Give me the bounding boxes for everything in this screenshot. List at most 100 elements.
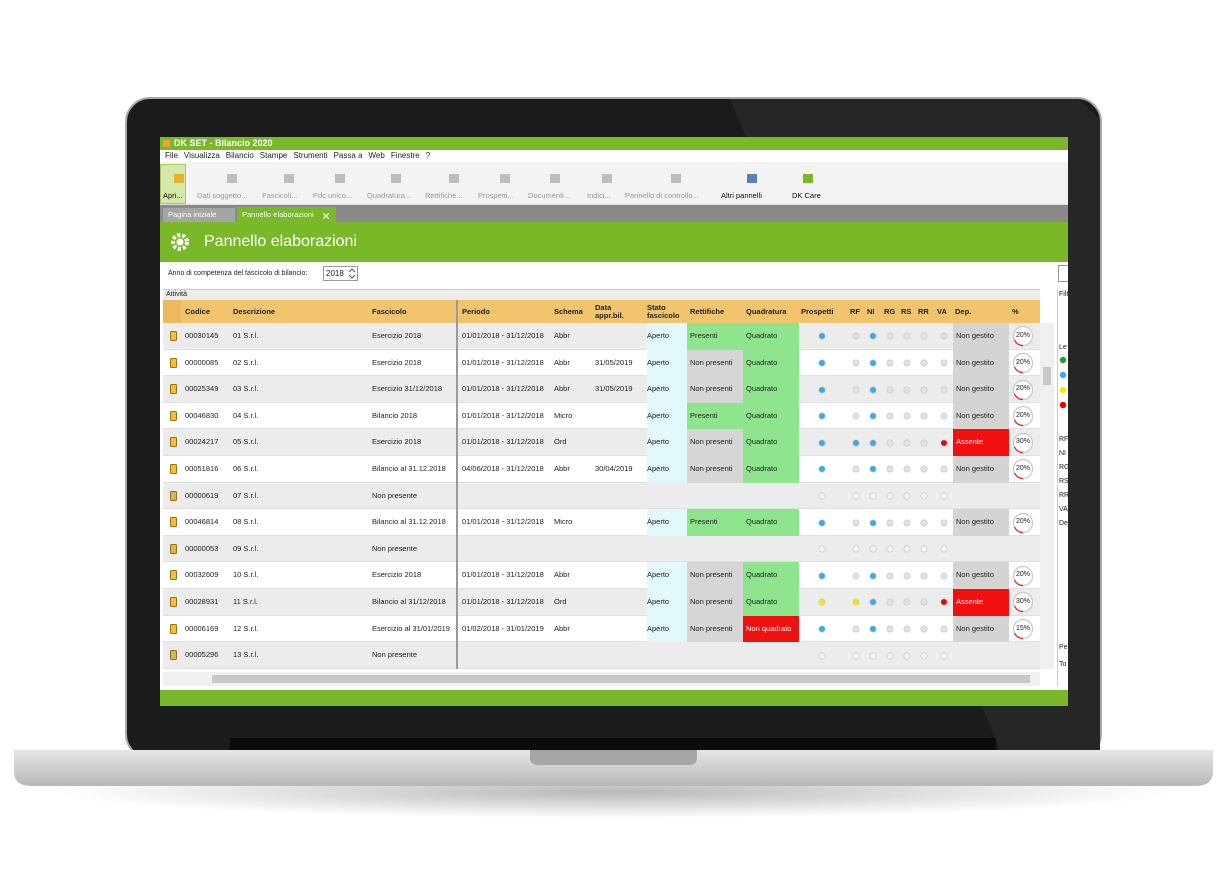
status-dot: [818, 572, 826, 580]
column-header: Dep.: [955, 306, 972, 316]
v-scrollbar[interactable]: [1040, 323, 1054, 669]
table-row: [163, 349, 1040, 377]
status-dot: [886, 385, 894, 394]
menu-item[interactable]: ?: [425, 151, 431, 160]
toolbar-button[interactable]: Pannello di controllo...: [625, 191, 699, 200]
status-dot-svg: [852, 359, 860, 367]
cell-rettifiche: Non presenti: [687, 349, 743, 377]
status-dot-svg: [818, 492, 826, 500]
menu-item[interactable]: Passa a: [333, 151, 363, 160]
menu-item[interactable]: Finestre: [390, 151, 420, 160]
column-header: VA: [937, 306, 947, 316]
status-cell: [647, 402, 687, 430]
status-dot: [852, 385, 860, 394]
column-header: RF: [850, 306, 860, 316]
row-icon: [170, 623, 177, 634]
status-dot: [818, 518, 826, 527]
menu-item[interactable]: File: [165, 151, 178, 160]
column-header: Quadratura: [746, 306, 787, 316]
menu-item[interactable]: Stampe: [259, 151, 288, 160]
cell-fascicolo: Bilancio al 31.12.2018: [372, 464, 446, 473]
status-dot-svg: [920, 492, 928, 500]
status-dot-svg: [920, 651, 928, 660]
toolbar-button[interactable]: Fascicoli...: [262, 191, 298, 200]
percent: 30%: [1015, 598, 1030, 605]
status-dot: [940, 412, 948, 420]
side-code: RG: [1059, 464, 1068, 471]
toolbar-button[interactable]: Altri pannelli: [721, 191, 762, 200]
toolbar-button[interactable]: Prospetti...: [478, 191, 514, 200]
toolbar-icon: [499, 172, 511, 184]
column-header: %: [1012, 306, 1019, 316]
v-thumb: [1043, 367, 1051, 385]
status-cell: [647, 589, 687, 616]
cell-rettifiche: Non presenti: [687, 615, 743, 643]
row-icon-svg: [170, 543, 177, 554]
side-code: RS: [1059, 478, 1068, 485]
status-dot: [903, 359, 911, 367]
toolbar-button[interactable]: Quadratura...: [367, 191, 412, 200]
menu-item[interactable]: Visualizza: [183, 151, 220, 160]
status-dot: [940, 332, 948, 340]
toolbar-icon-svg: [671, 174, 682, 183]
cell-periodo: 01/01/2018 - 31/12/2018: [462, 357, 544, 367]
column-header: RS: [901, 306, 912, 316]
status-dot: [886, 412, 894, 420]
toolbar-button[interactable]: Pdc unico...: [313, 191, 353, 200]
menu-item[interactable]: Bilancio: [225, 151, 254, 160]
status-dot: [818, 598, 826, 606]
tab-active[interactable]: Pannello elaborazioni: [237, 207, 336, 222]
side-code: VA: [1059, 506, 1068, 513]
cell-periodo: 01/01/2018 - 31/12/2018: [462, 384, 544, 394]
status-dot: [920, 572, 928, 580]
status-dot: [903, 332, 911, 340]
cell-codice: 00046814: [185, 517, 219, 527]
cell-stato: Aperto: [647, 357, 670, 367]
cell-quadratura: Quadrato: [743, 349, 799, 377]
percent: 30%: [1015, 438, 1030, 446]
toolbar-button[interactable]: Rettifiche...: [425, 191, 463, 200]
cell-descrizione: 02 S.r.l.: [233, 357, 259, 367]
row-icon: [170, 650, 177, 661]
toolbar-button[interactable]: Dati soggetto...: [197, 191, 248, 200]
tab[interactable]: Pagina iniziale: [163, 208, 235, 222]
toolbar-button[interactable]: Apri...: [163, 191, 183, 200]
year-input[interactable]: 2018: [323, 266, 358, 281]
progress-ring-svg: [1012, 326, 1034, 347]
cell-dep: Non gestito: [953, 615, 1009, 643]
status-dot-svg: [940, 332, 948, 340]
status-dot-svg: [920, 385, 928, 394]
cell-fascicolo: Esercizio 2018: [372, 570, 422, 580]
row-icon: [170, 597, 177, 607]
status-dot: [818, 545, 826, 553]
cell-fascicolo: Non presente: [372, 543, 418, 553]
menu-item[interactable]: Strumenti: [293, 151, 328, 160]
row-icon: [170, 410, 177, 421]
cell-quadratura: Quadrato: [743, 402, 799, 430]
legend-dot: [1059, 401, 1067, 409]
status-dot-svg: [886, 625, 894, 633]
row-icon: [170, 437, 177, 448]
column-header: Stato fascicolo: [647, 302, 680, 320]
status-dot: [940, 625, 948, 633]
percent: 20%: [1015, 332, 1030, 339]
table-row: [163, 562, 1040, 589]
side-code: De: [1059, 520, 1068, 527]
status-dot-svg: [920, 572, 928, 580]
toolbar-button[interactable]: Documenti...: [528, 191, 571, 200]
toolbar-button[interactable]: Indici...: [587, 191, 611, 200]
table-row: [163, 642, 1040, 669]
toolbar-button[interactable]: DK Care: [792, 191, 821, 200]
spin: [348, 267, 356, 280]
status-dot: [818, 385, 826, 394]
status-cell: [647, 615, 687, 643]
menu-item[interactable]: Web: [368, 151, 385, 160]
status-dot-svg: [818, 359, 826, 367]
percent: 15%: [1015, 624, 1030, 632]
progress-ring: [1012, 458, 1034, 480]
year-label: Anno di competenza del fascicolo di bila…: [168, 270, 308, 277]
gear-icon-svg: [171, 233, 189, 251]
status-dot: [852, 412, 860, 420]
panel-header: [160, 222, 1068, 262]
